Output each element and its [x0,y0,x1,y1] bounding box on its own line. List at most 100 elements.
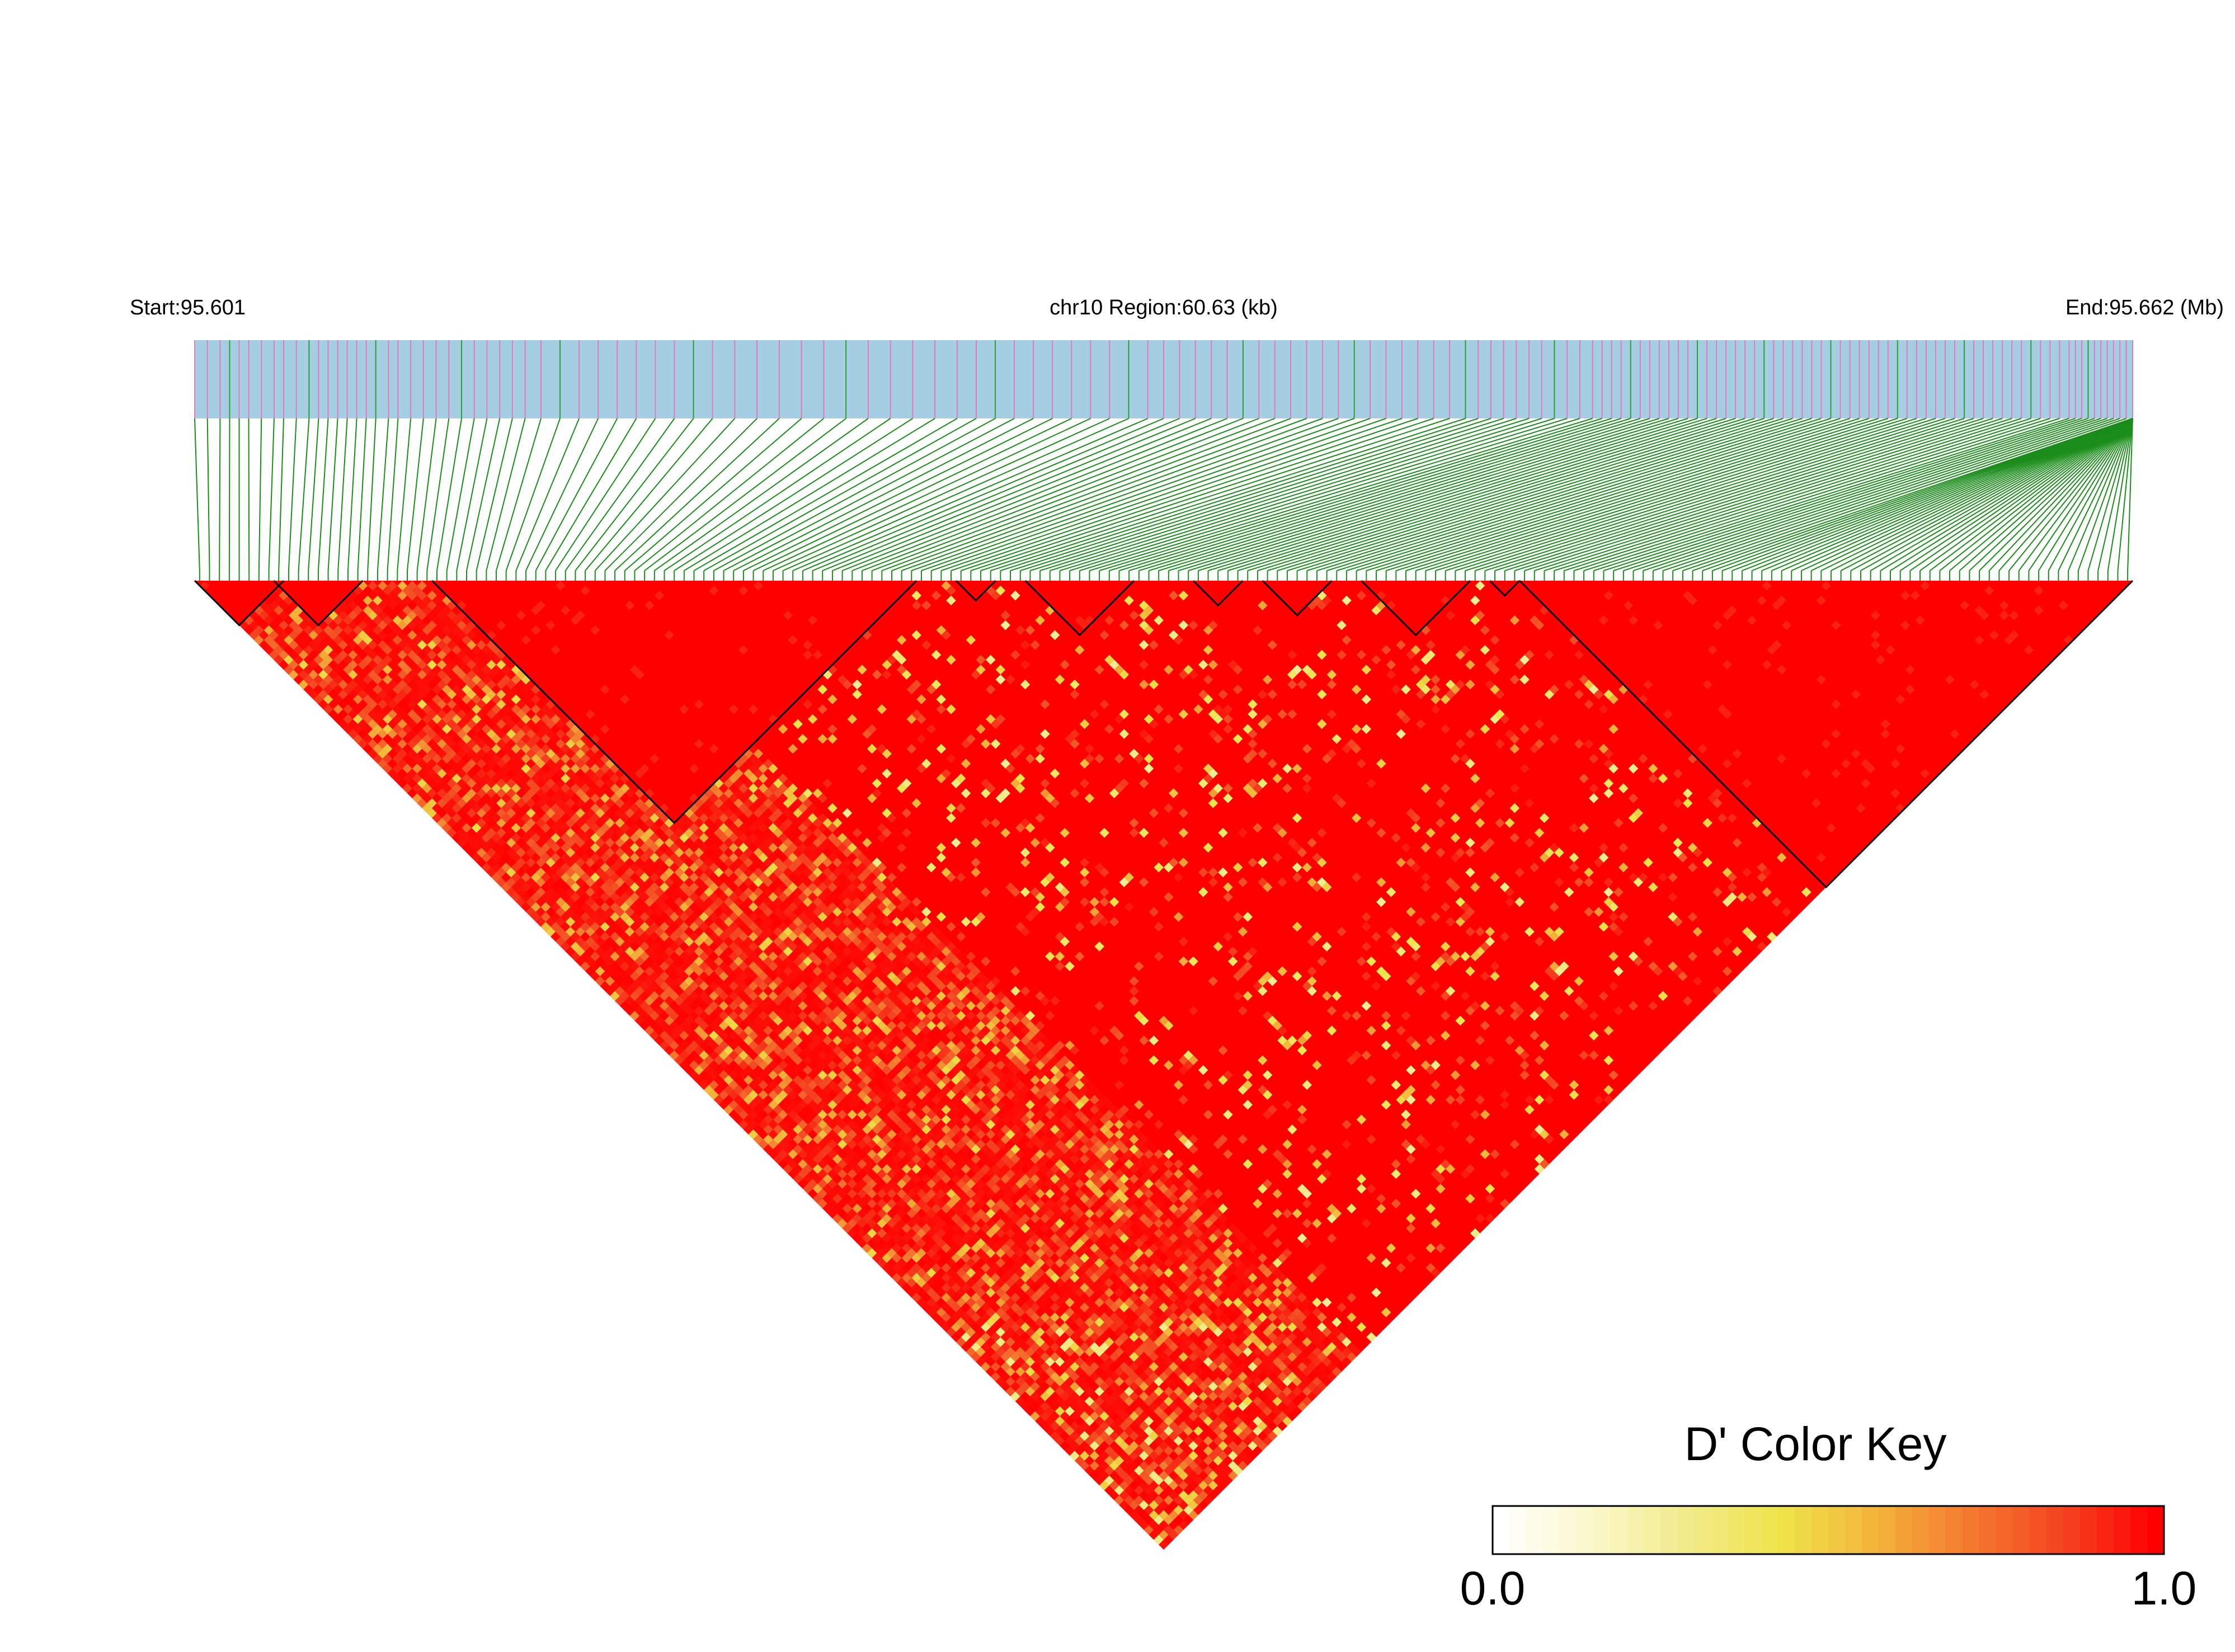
ld-cell [412,783,422,793]
ld-cell [743,1124,754,1135]
ld-cell [451,773,462,784]
ld-cell [1124,1436,1134,1446]
snp-connector-line [1306,418,1803,571]
ld-cell [1114,1456,1124,1466]
ld-cell [862,1184,872,1194]
ld-cell [1193,1485,1203,1495]
ld-cell [674,996,684,1006]
ld-cell [437,719,447,729]
ld-cell [926,1238,937,1248]
ld-cell [313,655,323,665]
ld-cell [1044,1357,1055,1367]
ld-cell [373,655,383,665]
snp-connector-line [2008,418,2133,571]
ld-cell [462,783,472,793]
ld-cell [1030,1371,1041,1382]
ld-cell [1178,1500,1189,1510]
ld-cell [659,991,670,1001]
ld-cell [1149,1451,1159,1461]
region-center-label: chr10 Region:60.63 (kb) [1050,296,1278,319]
ld-cell [941,1243,952,1253]
ld-cell [1124,1465,1134,1476]
ld-cell [535,916,546,927]
ld-cell [284,635,294,645]
ld-cell [1138,1480,1149,1490]
ld-cell [956,1327,966,1338]
ld-cell [887,1169,897,1179]
ld-cell [882,1263,892,1273]
ld-cell [1025,1376,1036,1387]
ld-cell [313,674,323,685]
ld-cell [249,620,259,630]
ld-cell [1050,1391,1060,1401]
ld-cell [946,1297,956,1307]
ld-cell [343,674,353,685]
ld-cell [788,1109,798,1120]
ld-cell [946,1258,956,1268]
ld-cell [911,1263,921,1273]
ld-cell [827,1149,837,1159]
ld-cell [1109,1470,1119,1481]
ld-cell [496,818,506,828]
ld-cell [580,902,590,912]
snp-connector-line [1919,418,2133,571]
ld-cell [382,694,393,704]
ld-cell [723,1065,734,1075]
ld-cell [298,660,309,670]
ld-cell [674,956,684,967]
ld-cell [511,793,521,803]
ld-cell [441,783,452,793]
ld-cell [827,1208,837,1218]
ld-cell [486,827,497,838]
ld-cell [1065,1436,1075,1446]
ld-cell [1040,1411,1050,1422]
ld-cell [328,630,338,641]
ld-cell [368,699,378,709]
ld-cell [446,729,457,739]
ld-cell [1000,1381,1011,1392]
ld-cell [1010,1391,1020,1401]
ld-cell [476,827,487,838]
ld-cell [451,763,462,774]
ld-cell [649,931,660,942]
ld-cell [1119,1490,1130,1500]
ld-cell [887,1228,897,1239]
ld-cell [432,813,442,823]
ld-cell [496,808,506,818]
ld-cell [526,857,536,868]
ld-cell [1099,1470,1109,1481]
ld-cell [713,1075,724,1085]
snp-connector-line [456,418,488,571]
ld-cell [995,1367,1006,1377]
ld-cell [1050,1430,1060,1441]
ld-cell [407,689,417,700]
ld-cell [491,853,501,863]
ld-cell [901,1253,912,1263]
ld-cell [1040,1342,1050,1352]
snp-connector-line [684,418,935,571]
ld-cell [857,1149,867,1159]
ld-cell [481,853,492,863]
snp-connector-line [733,418,1034,571]
ld-cell [441,793,452,803]
ld-cell [446,738,457,749]
snp-connector-line [832,418,1212,571]
ld-cell [966,1287,976,1298]
snp-connector-line [466,418,501,571]
ld-cell [684,1025,694,1036]
ld-cell [1000,1332,1011,1342]
ld-cell [872,1253,882,1263]
snp-connector-line [1959,418,2133,571]
snp-connector-line [1208,418,1707,571]
ld-cell [995,1327,1006,1338]
ld-cell [467,837,477,848]
ld-cell [1065,1357,1075,1367]
ld-cell [481,783,492,793]
ld-cell [807,1179,818,1189]
ld-cell [377,729,388,739]
ld-cell [610,991,620,1001]
ld-cell [995,1307,1006,1317]
ld-cell [1133,1475,1144,1486]
ld-cell [733,1015,744,1026]
snp-connector-line [1643,418,2107,571]
